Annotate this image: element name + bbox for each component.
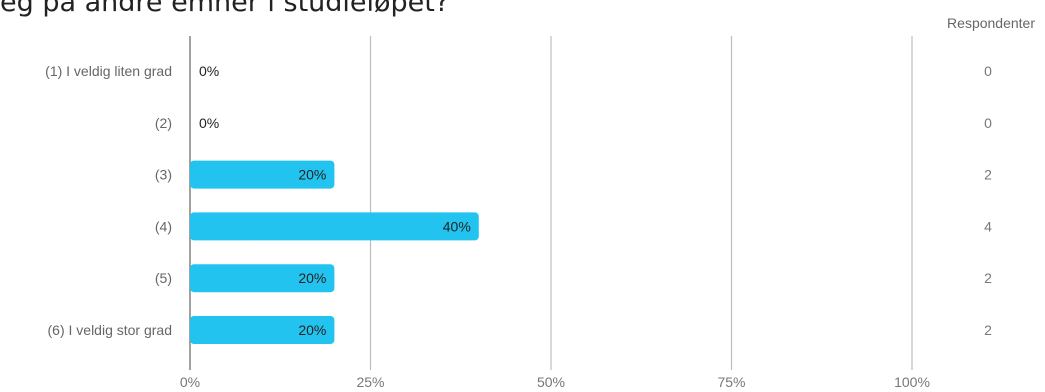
respondent-count: 2 [984, 322, 992, 338]
respondent-count: 0 [984, 63, 992, 79]
bar [190, 264, 335, 293]
x-tick-label: 25% [356, 374, 384, 390]
grid-lines [189, 36, 913, 370]
bar [190, 212, 479, 241]
category-label: (3) [155, 167, 172, 183]
respondents-header: Respondenter [947, 15, 1035, 31]
bar [190, 160, 335, 189]
bar [190, 316, 335, 344]
category-label: (2) [155, 115, 172, 131]
x-tick-label: 50% [537, 374, 565, 390]
bar-value-label: 40% [443, 218, 471, 234]
bar-value-label: 20% [298, 167, 326, 183]
question-title: eg på andre emner i studieløpet? [0, 0, 450, 18]
category-label: (4) [155, 218, 172, 234]
respondent-count: 4 [984, 218, 992, 234]
bar-value-label: 20% [298, 322, 326, 338]
category-label: (6) I veldig stor grad [48, 322, 173, 338]
category-label: (1) I veldig liten grad [45, 63, 172, 79]
respondent-count: 2 [984, 270, 992, 286]
labels: 0% 25% 50% 75% 100% (1) I veldig liten grad 0%… [45, 63, 992, 390]
respondent-count: 2 [984, 167, 992, 183]
x-tick-label: 100% [894, 374, 930, 390]
bars [190, 160, 479, 344]
x-tick-label: 0% [180, 374, 200, 390]
bar-value-label: 0% [199, 115, 219, 131]
category-label: (5) [155, 270, 172, 286]
respondent-count: 0 [984, 115, 992, 131]
bar-value-label: 20% [298, 270, 326, 286]
x-tick-label: 75% [717, 374, 745, 390]
bar-value-label: 0% [199, 63, 219, 79]
